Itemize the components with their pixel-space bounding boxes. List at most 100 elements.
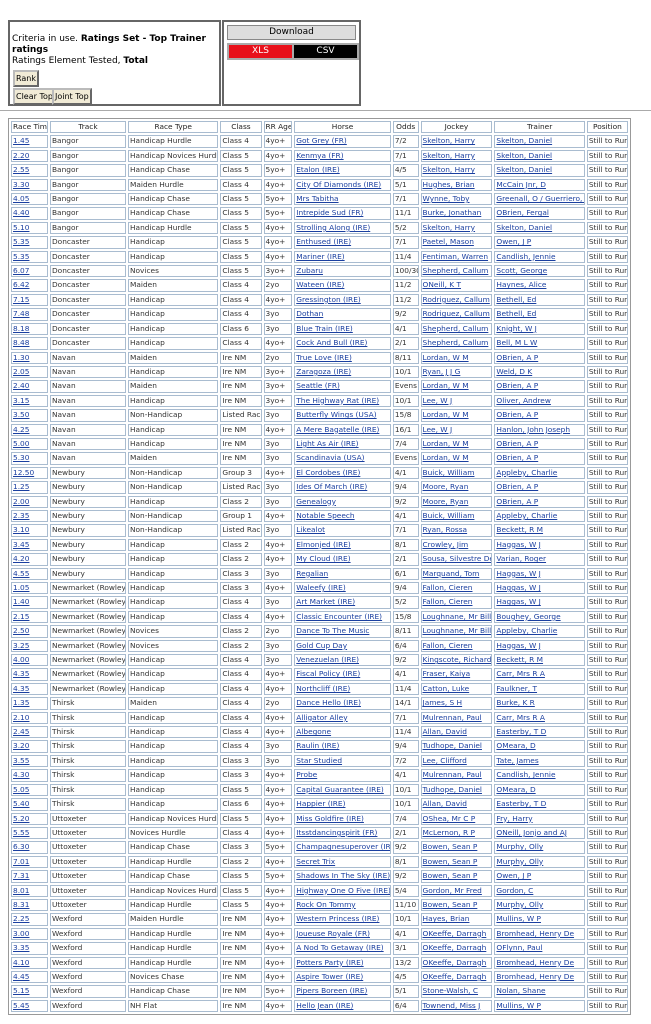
clear-top-button[interactable]: Clear Top [13,88,56,105]
trainer-link[interactable]: Bethell, Ed [496,294,537,304]
race-time-link[interactable]: 3.20 [13,741,30,751]
jockey-link[interactable]: OKeeffe, Darragh [422,957,487,967]
jockey-link[interactable]: Marquand, Tom [422,568,480,578]
jockey-link[interactable]: Moore, Ryan [422,482,469,492]
horse-link[interactable]: Blue Train (IRE) [296,323,353,333]
jockey-link[interactable]: Gordon, Mr Fred [422,885,482,895]
jockey-link[interactable]: Lee, Clifford [422,755,467,765]
race-time-link[interactable]: 1.40 [13,597,30,607]
horse-link[interactable]: Notable Speech [296,510,355,520]
race-time-link[interactable]: 1.05 [13,583,30,592]
race-time-link[interactable]: 2.35 [13,510,30,520]
jockey-link[interactable]: Bowen, Sean P [422,871,478,881]
trainer-link[interactable]: Weld, D K [496,366,533,376]
horse-link[interactable]: Cock And Bull (IRE) [296,338,368,348]
trainer-link[interactable]: Murphy, Olly [496,842,544,852]
trainer-link[interactable]: OBrien, A P [496,496,539,506]
race-time-link[interactable]: 8.18 [13,323,30,333]
race-time-link[interactable]: 5.35 [13,251,30,261]
race-time-link[interactable]: 3.15 [13,395,30,405]
horse-link[interactable]: My Cloud (IRE) [296,554,351,564]
jockey-link[interactable]: Townend, Miss J [422,1000,481,1010]
race-time-link[interactable]: 1.45 [13,136,30,146]
horse-link[interactable]: Itsstdancingspirit (FR) [296,827,378,837]
race-time-link[interactable]: 6.30 [13,842,30,852]
race-time-link[interactable]: 4.20 [13,554,30,564]
trainer-link[interactable]: Haggas, W J [496,583,541,592]
horse-link[interactable]: Ides Of March (IRE) [296,482,368,492]
race-time-link[interactable]: 4.35 [13,683,30,693]
trainer-link[interactable]: Candlish, Jennie [496,770,556,780]
race-time-link[interactable]: 5.35 [13,237,30,247]
race-time-link[interactable]: 2.15 [13,611,30,621]
trainer-link[interactable]: Nolan, Shane [496,986,546,996]
jockey-link[interactable]: Crowley, Jim [422,539,469,549]
horse-link[interactable]: Enthused (IRE) [296,237,352,247]
horse-link[interactable]: The Highway Rat (IRE) [296,395,380,405]
race-time-link[interactable]: 3.50 [13,410,30,420]
trainer-link[interactable]: Bromhead, Henry De [496,971,575,981]
jockey-link[interactable]: Skelton, Harry [422,222,476,232]
horse-link[interactable]: Etalon (IRE) [296,165,340,175]
joint-top-button[interactable]: Joint Top [52,88,92,105]
jockey-link[interactable]: Skelton, Harry [422,136,476,146]
horse-link[interactable]: Secret Trix [296,856,336,866]
horse-link[interactable]: Rock On Tommy [296,899,356,909]
jockey-link[interactable]: Tudhope, Daniel [422,784,482,794]
horse-link[interactable]: Scandinavia (USA) [296,453,365,463]
race-time-link[interactable]: 12.50 [13,467,35,477]
race-time-link[interactable]: 2.55 [13,165,30,175]
horse-link[interactable]: Aspire Tower (IRE) [296,971,364,981]
horse-link[interactable]: Mrs Tabitha [296,194,339,204]
horse-link[interactable]: A Mere Bagatelle (IRE) [296,424,380,434]
trainer-link[interactable]: ONeill, Jonjo and AJ [496,827,567,837]
race-time-link[interactable]: 3.30 [13,179,30,189]
jockey-link[interactable]: Bowen, Sean P [422,856,478,866]
jockey-link[interactable]: Fentiman, Warren [422,251,489,261]
horse-link[interactable]: Joueuse Royale (FR) [296,928,370,938]
trainer-link[interactable]: OMeara, D [496,741,536,751]
horse-link[interactable]: Likealot [296,525,326,535]
trainer-link[interactable]: Knight, W J [496,323,537,333]
horse-link[interactable]: Strolling Along (IRE) [296,222,371,232]
jockey-link[interactable]: Allan, David [422,799,467,809]
horse-link[interactable]: Fiscal Policy (IRE) [296,669,361,679]
horse-link[interactable]: Pipers Boreen (IRE) [296,986,368,996]
horse-link[interactable]: Champagnesuperover (IRE) [296,842,391,852]
horse-link[interactable]: Probe [296,770,318,780]
trainer-link[interactable]: OBrien, Fergal [496,208,549,218]
horse-link[interactable]: Dance Hello (IRE) [296,698,361,708]
trainer-link[interactable]: Haggas, W J [496,597,541,607]
jockey-link[interactable]: Mulrennan, Paul [422,770,482,780]
jockey-link[interactable]: Mulrennan, Paul [422,712,482,722]
trainer-link[interactable]: Haggas, W J [496,568,541,578]
race-time-link[interactable]: 7.01 [13,856,30,866]
rank-button[interactable]: Rank [13,70,39,87]
jockey-link[interactable]: Lee, W J [422,395,453,405]
jockey-link[interactable]: James, S H [422,698,463,708]
jockey-link[interactable]: Tudhope, Daniel [422,741,482,751]
jockey-link[interactable]: Ryan, Rossa [422,525,468,535]
race-time-link[interactable]: 5.40 [13,799,30,809]
jockey-link[interactable]: Stone-Walsh, C [422,986,479,996]
race-time-link[interactable]: 4.40 [13,208,30,218]
trainer-link[interactable]: OBrien, A P [496,381,539,391]
race-time-link[interactable]: 4.45 [13,971,30,981]
jockey-link[interactable]: Shepherd, Callum [422,338,489,348]
trainer-link[interactable]: Carr, Mrs R A [496,712,545,722]
trainer-link[interactable]: Murphy, Olly [496,899,544,909]
trainer-link[interactable]: Hanlon, John Joseph [496,424,571,434]
horse-link[interactable]: Dance To The Music [296,626,370,636]
trainer-link[interactable]: Haggas, W J [496,640,541,650]
race-time-link[interactable]: 6.07 [13,266,30,276]
trainer-link[interactable]: OMeara, D [496,784,536,794]
race-time-link[interactable]: 4.55 [13,568,30,578]
race-time-link[interactable]: 5.55 [13,827,30,837]
race-time-link[interactable]: 3.35 [13,943,30,953]
jockey-link[interactable]: Shepherd, Callum [422,266,489,276]
race-time-link[interactable]: 3.00 [13,928,30,938]
jockey-link[interactable]: Burke, Jonathan [422,208,482,218]
jockey-link[interactable]: Sousa, Silvestre De [422,554,493,564]
trainer-link[interactable]: Easterby, T D [496,727,547,737]
jockey-link[interactable]: Rodriguez, Callum [422,294,490,304]
